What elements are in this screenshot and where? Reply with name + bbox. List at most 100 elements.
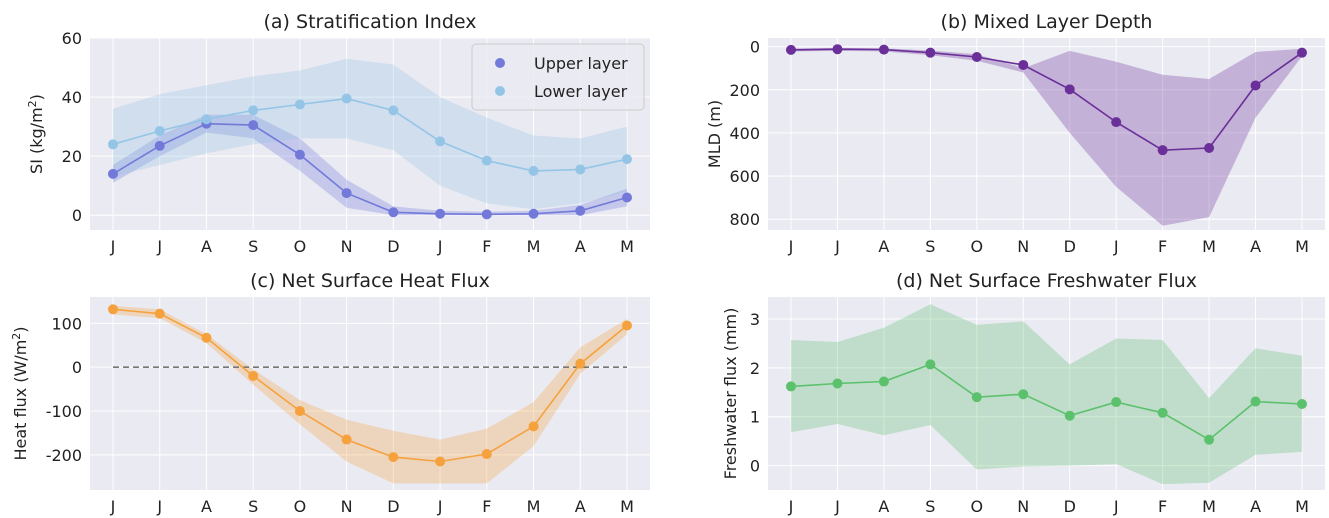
- data-point: [528, 165, 539, 176]
- y-tick-label: 0: [750, 457, 760, 476]
- data-point: [878, 44, 889, 55]
- y-axis-label-text: ): [11, 326, 30, 332]
- data-point: [971, 392, 982, 403]
- x-tick-label: A: [1250, 237, 1261, 256]
- panel-title: (d) Net Surface Freshwater Flux: [896, 270, 1197, 292]
- x-tick-label: S: [248, 237, 258, 256]
- data-point: [1204, 143, 1215, 154]
- legend-label: Upper layer: [534, 54, 628, 73]
- plot-background: [768, 38, 1325, 230]
- data-point: [1297, 399, 1307, 410]
- data-point: [622, 320, 632, 331]
- y-tick-label: -200: [46, 446, 82, 465]
- x-tick-label: J: [437, 237, 443, 256]
- data-point: [1111, 117, 1122, 128]
- data-point: [575, 358, 586, 369]
- data-point: [294, 406, 305, 417]
- series-line: [112, 122, 628, 216]
- x-tick-label: D: [387, 237, 399, 256]
- x-tick-label: N: [341, 497, 353, 516]
- x-tick-label: M: [1295, 237, 1309, 256]
- series-band: [113, 58, 627, 210]
- x-tick-label: S: [925, 237, 935, 256]
- x-tick-label: A: [1250, 497, 1261, 516]
- series-band: [791, 304, 1302, 485]
- data-point: [294, 149, 305, 160]
- data-point: [1250, 80, 1261, 91]
- y-tick-label: 400: [729, 124, 760, 143]
- panel-title: (b) Mixed Layer Depth: [941, 11, 1153, 33]
- x-tick-label: O: [294, 497, 307, 516]
- x-tick-label: A: [201, 497, 212, 516]
- y-tick-label: 0: [72, 358, 82, 377]
- y-axis-label-text: ): [27, 94, 46, 100]
- data-point: [1018, 389, 1029, 400]
- y-tick-label: -100: [46, 402, 82, 421]
- y-tick-label: 0: [750, 38, 760, 57]
- data-point: [528, 208, 539, 219]
- data-point: [108, 139, 118, 150]
- data-point: [108, 168, 118, 179]
- data-point: [1297, 47, 1307, 58]
- x-tick-label: J: [788, 237, 794, 256]
- y-tick-label: 200: [729, 81, 760, 100]
- y-tick-label: 1: [750, 408, 760, 427]
- data-point: [971, 51, 982, 62]
- x-tick-label: A: [575, 497, 586, 516]
- data-point: [201, 332, 212, 343]
- data-point: [1204, 434, 1215, 445]
- data-point: [388, 452, 399, 463]
- series-line: [112, 308, 628, 463]
- data-point: [201, 114, 212, 125]
- data-point: [388, 207, 399, 218]
- x-tick-label: D: [387, 497, 399, 516]
- series-line: [112, 97, 628, 172]
- data-point: [435, 136, 446, 147]
- x-tick-label: S: [925, 497, 935, 516]
- data-point: [154, 140, 165, 151]
- x-tick-label: N: [1017, 237, 1029, 256]
- legend-label: Lower layer: [534, 82, 628, 101]
- y-axis-label: Freshwater flux (mm): [721, 308, 740, 480]
- data-point: [341, 188, 352, 199]
- x-tick-label: F: [1158, 237, 1167, 256]
- data-point: [575, 205, 586, 216]
- y-axis-label-superscript: 2: [26, 100, 39, 107]
- x-tick-label: J: [437, 497, 443, 516]
- y-axis-label-text: Heat flux (W/m: [11, 340, 30, 461]
- x-tick-label: M: [620, 237, 634, 256]
- y-tick-label: 20: [62, 147, 82, 166]
- data-point: [832, 44, 843, 55]
- legend-marker: [495, 86, 505, 96]
- plot-background: [90, 297, 650, 490]
- data-point: [341, 93, 352, 104]
- plot-background: [768, 297, 1325, 490]
- data-point: [925, 47, 936, 58]
- data-point: [481, 449, 492, 460]
- data-point: [622, 154, 632, 165]
- x-tick-label: N: [1017, 497, 1029, 516]
- x-tick-label: J: [110, 497, 116, 516]
- data-point: [925, 359, 936, 370]
- x-tick-label: D: [1064, 237, 1076, 256]
- x-tick-label: F: [1158, 497, 1167, 516]
- y-tick-label: 0: [72, 206, 82, 225]
- x-tick-label: A: [201, 237, 212, 256]
- x-tick-label: J: [788, 497, 794, 516]
- y-axis-label-text: Freshwater flux (mm): [721, 308, 740, 480]
- x-tick-label: M: [620, 497, 634, 516]
- data-point: [786, 44, 796, 55]
- x-tick-label: F: [482, 237, 491, 256]
- x-tick-label: A: [878, 497, 889, 516]
- panel-title: (c) Net Surface Heat Flux: [250, 270, 490, 292]
- x-tick-label: O: [971, 237, 984, 256]
- panel-1: 0 20 40 60 J J A S O N D J F M A M (a) Stratification In…: [26, 11, 650, 256]
- y-axis-label-text: SI (kg/m: [27, 107, 46, 174]
- data-point: [575, 164, 586, 175]
- x-tick-label: M: [527, 237, 541, 256]
- data-point: [1250, 396, 1261, 407]
- y-tick-label: 60: [62, 29, 82, 48]
- y-axis-label-superscript: 2: [10, 333, 23, 340]
- panel-4: 0 1 2 3 J J A S O N D J F M A M (d) Net Surface Freshwat…: [721, 270, 1325, 516]
